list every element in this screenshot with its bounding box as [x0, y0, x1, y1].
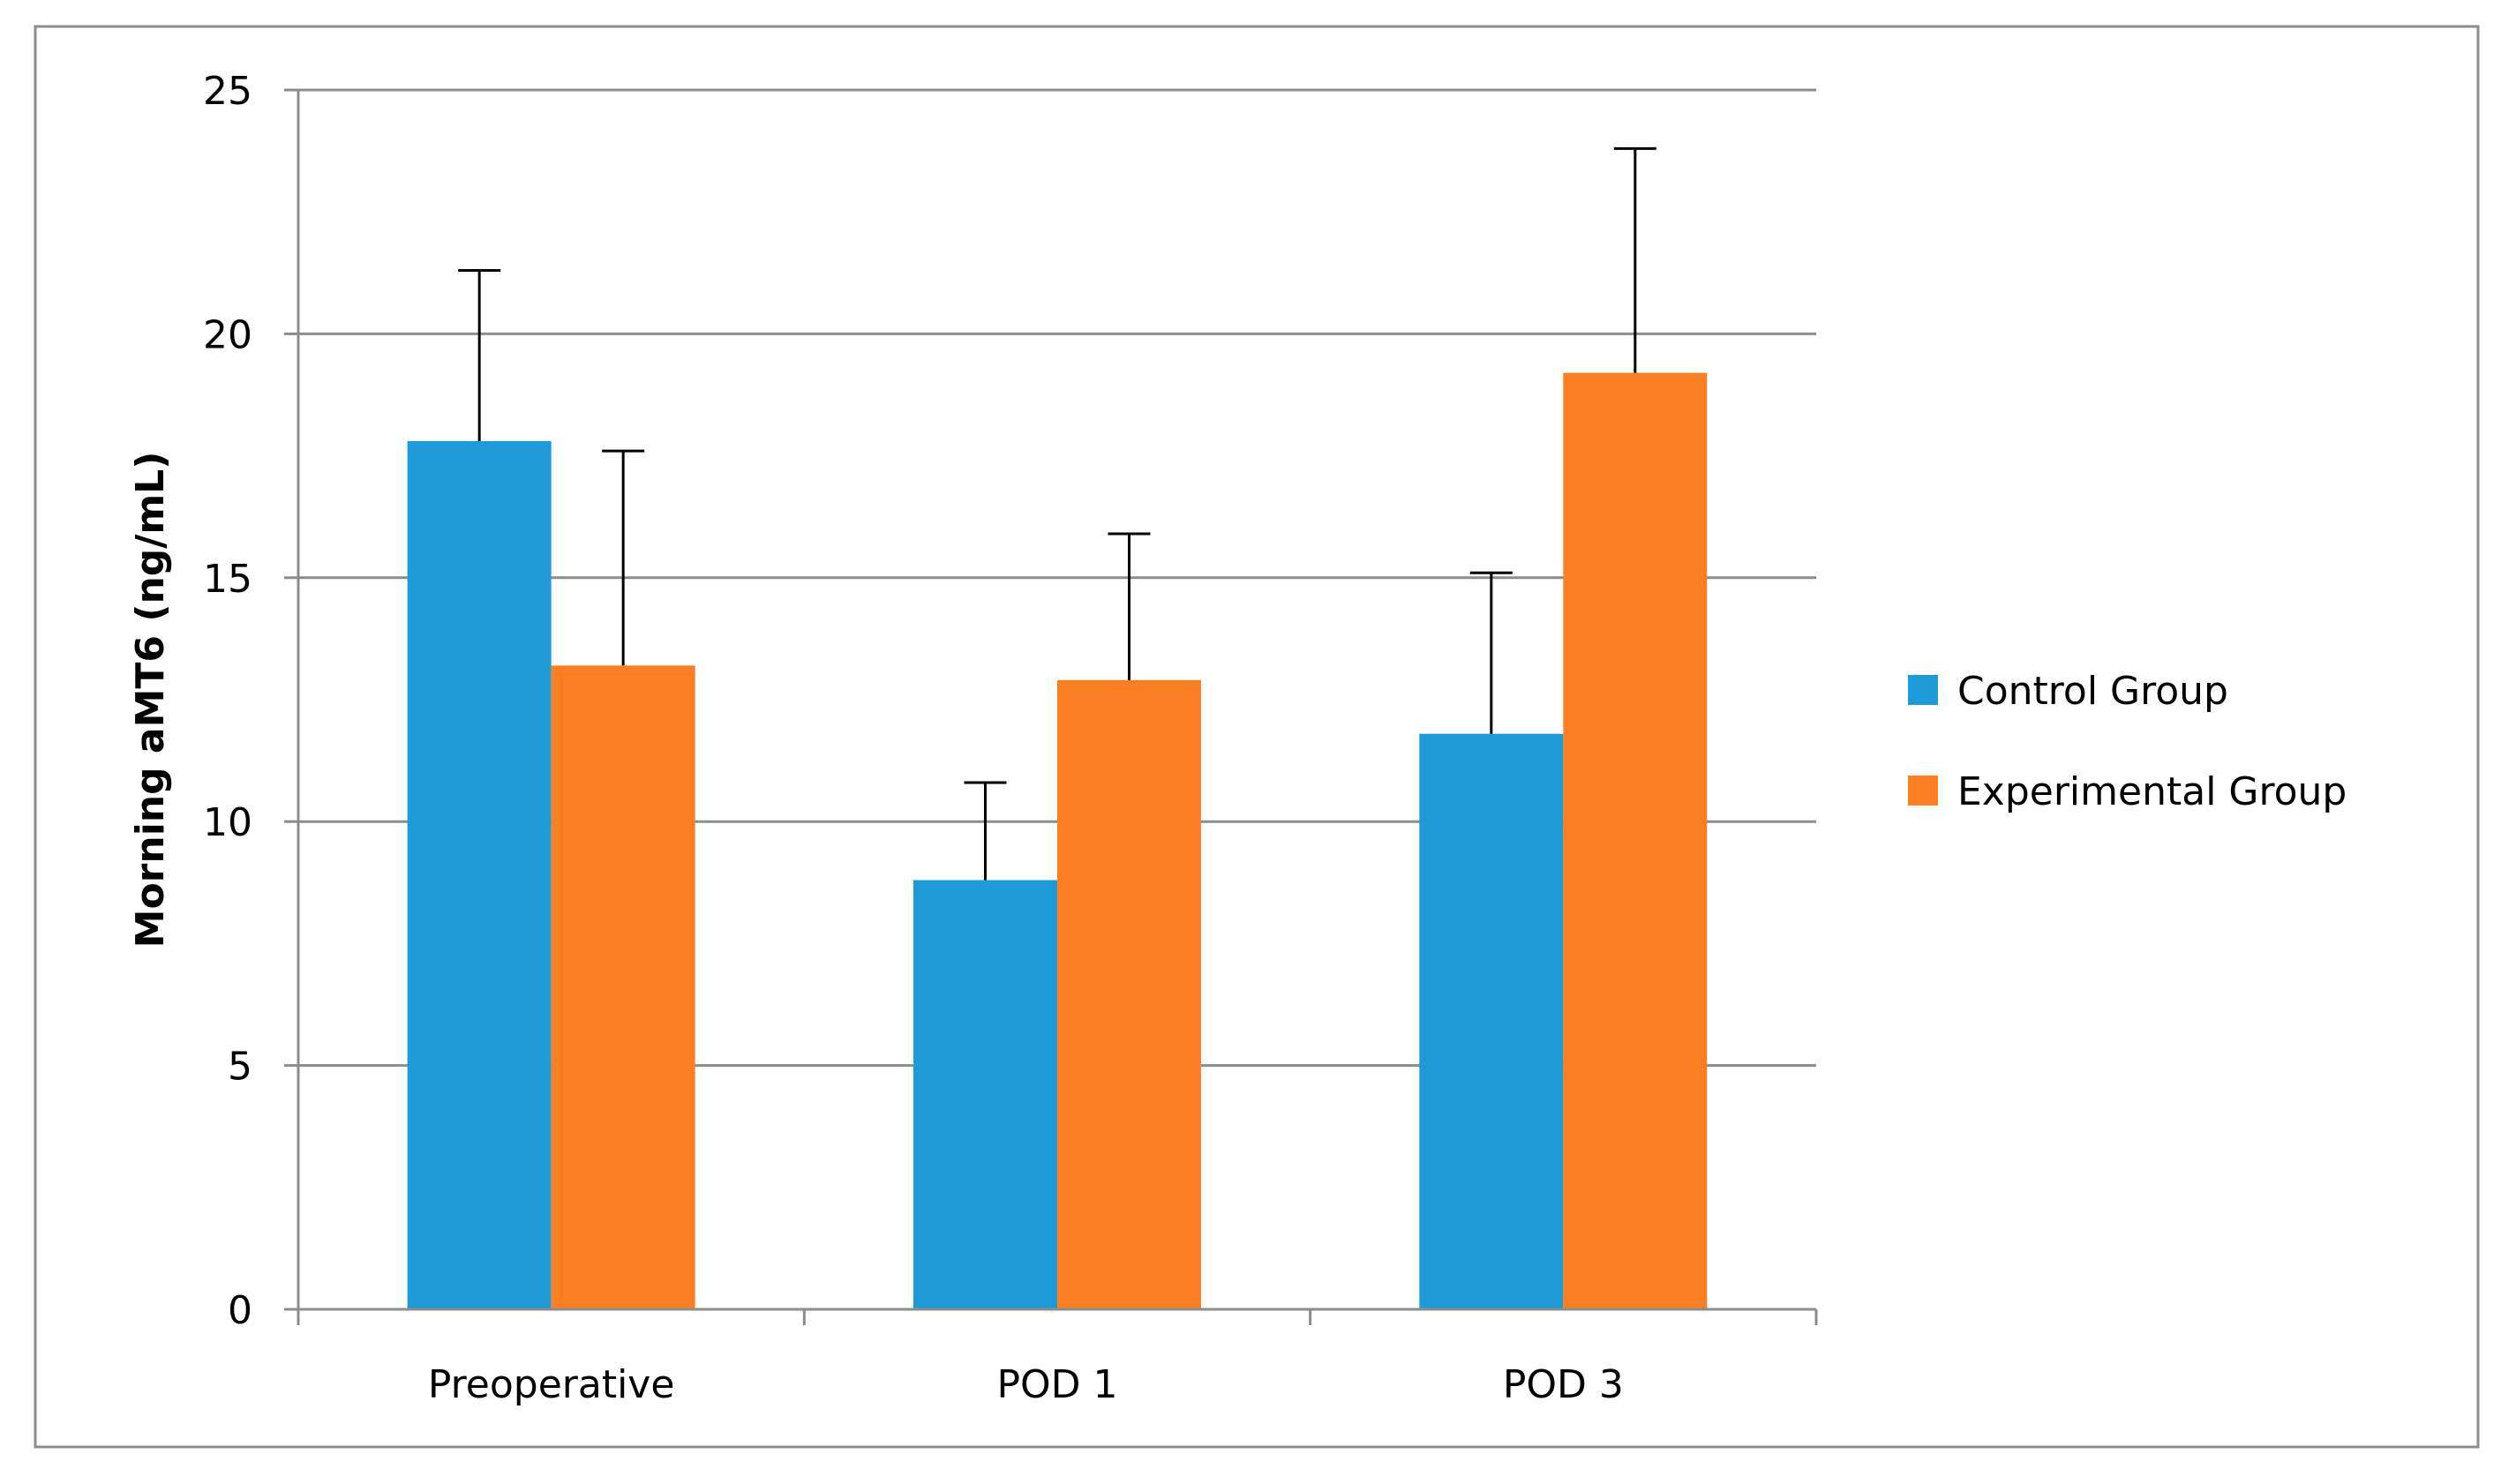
legend-label: Experimental Group	[1957, 769, 2347, 814]
tick-labels: 0 5 10 15 20 25 Preoperative POD 1 POD 3	[203, 69, 1624, 1407]
legend-item: Experimental Group	[1908, 769, 2347, 814]
y-tick-label: 20	[203, 312, 252, 357]
y-tick-label: 10	[203, 800, 252, 845]
bar-experimental-group-2	[1563, 372, 1708, 1309]
error-bar	[602, 449, 645, 666]
x-tick-label: Preoperative	[428, 1362, 675, 1407]
bar-experimental-group-1	[1057, 679, 1201, 1309]
bar-control-group-0	[407, 441, 552, 1309]
error-bar	[1613, 146, 1656, 373]
y-tick-label: 25	[203, 69, 252, 114]
x-tick-label: POD 1	[996, 1362, 1117, 1407]
error-bar	[964, 781, 1007, 881]
axes	[284, 88, 1818, 1325]
error-bars	[458, 146, 1656, 881]
x-tick-label: POD 3	[1503, 1362, 1624, 1407]
error-bar	[1108, 532, 1151, 680]
y-tick-label: 15	[203, 557, 252, 602]
bar-experimental-group-0	[551, 665, 695, 1309]
error-bar	[458, 269, 501, 442]
legend-swatch	[1908, 776, 1938, 806]
chart-border	[34, 25, 2480, 1449]
y-axis-label: Morning aMT6 (ng/mL)	[128, 452, 173, 948]
error-bar	[1469, 571, 1513, 734]
legend-swatch	[1908, 675, 1938, 705]
bars	[407, 372, 1708, 1309]
y-tick-label: 5	[228, 1045, 252, 1090]
bar-control-group-1	[913, 880, 1057, 1309]
y-tick-label: 0	[228, 1288, 252, 1333]
legend: Control Group Experimental Group	[1908, 669, 2347, 814]
bar-control-group-2	[1419, 733, 1564, 1309]
legend-label: Control Group	[1957, 669, 2228, 714]
legend-item: Control Group	[1908, 669, 2228, 714]
